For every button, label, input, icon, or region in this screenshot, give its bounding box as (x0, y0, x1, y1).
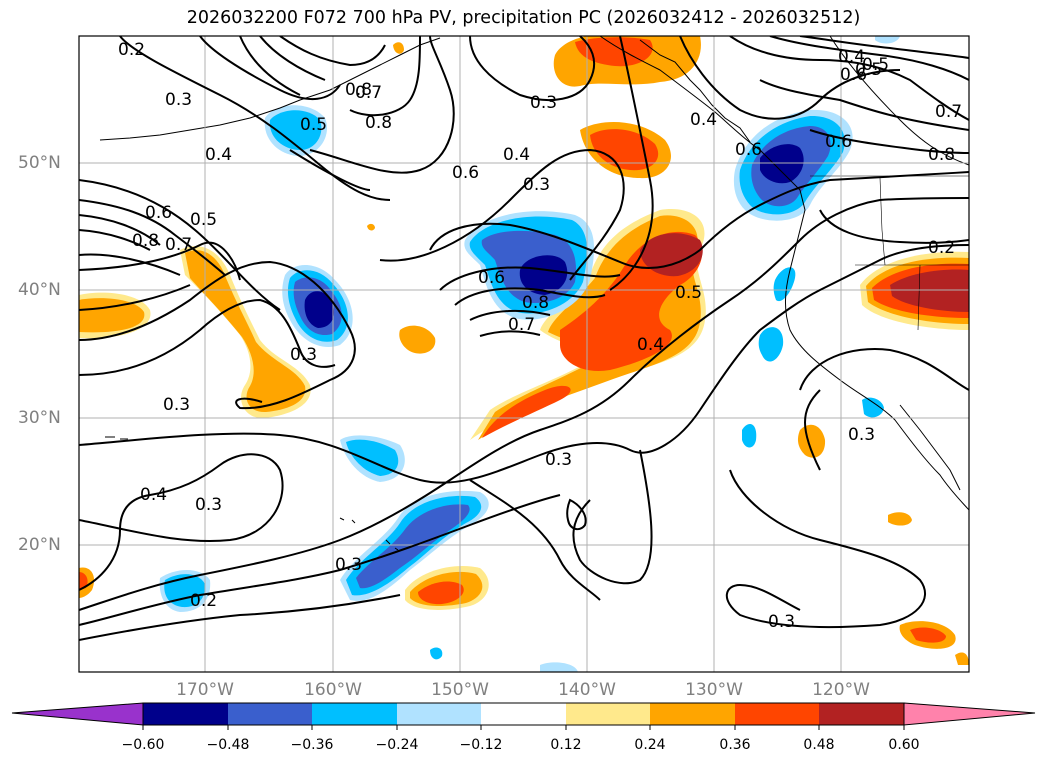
lon-label-170w: 170°W (176, 680, 234, 700)
contour-label: 0.8 (928, 145, 955, 165)
contour-label: 0.3 (768, 612, 795, 632)
contour-label: 0.2 (190, 591, 217, 611)
contour-label: 0.5 (862, 55, 889, 75)
contour-label: 0.5 (675, 283, 702, 303)
colorbar-tick-label: 0.12 (550, 737, 582, 753)
contour-label: 0.6 (840, 65, 867, 85)
colorbar-tick-label: −0.12 (459, 737, 503, 753)
contour-label: 0.2 (118, 40, 145, 60)
lat-label-40n: 40°N (18, 280, 61, 300)
map-frame (78, 35, 970, 673)
colorbar-segment (650, 703, 735, 725)
colorbar-segment (143, 703, 228, 725)
contour-label: 0.8 (132, 231, 159, 251)
lon-label-130w: 130°W (685, 680, 743, 700)
contour-label: 0.6 (825, 132, 852, 152)
colorbar-tick-label: −0.60 (121, 737, 165, 753)
colorbar-tick-label: 0.24 (634, 737, 666, 753)
contour-label: 0.8 (345, 80, 372, 100)
colorbar-tick-label: −0.24 (375, 737, 419, 753)
lat-label-30n: 30°N (18, 408, 61, 428)
colorbar (11, 702, 1036, 730)
contour-label: 0.3 (290, 345, 317, 365)
coastlines (99, 36, 969, 551)
lon-label-140w: 140°W (558, 680, 616, 700)
colorbar-segment (566, 703, 650, 725)
contour-label: 0.2 (928, 238, 955, 258)
contour-label: 0.4 (503, 145, 530, 165)
contour-label: 0.3 (530, 93, 557, 113)
contour-label: 0.4 (205, 145, 232, 165)
contour-label: 0.4 (140, 485, 167, 505)
contour-label: 0.4 (690, 110, 717, 130)
colorbar-tick-label: −0.36 (290, 737, 334, 753)
colorbar-tick-label: 0.36 (719, 737, 751, 753)
colorbar-extend-low (11, 702, 144, 726)
contour-label: 0.6 (145, 203, 172, 223)
contour-labels: 0.2 0.3 0.4 0.5 0.6 0.7 0.8 0.6 0.4 0.3 … (118, 40, 962, 632)
colorbar-tick-label: −0.48 (206, 737, 250, 753)
contour-label: 0.5 (300, 115, 327, 135)
colorbar-tick-label: 0.60 (888, 737, 920, 753)
contour-label: 0.3 (545, 450, 572, 470)
contour-label: 0.3 (848, 425, 875, 445)
colorbar-extend-high (903, 702, 1036, 726)
contour-label: 0.3 (163, 395, 190, 415)
colorbar-segment (735, 703, 819, 725)
contour-label: 0.3 (335, 555, 362, 575)
contour-label: 0.4 (637, 335, 664, 355)
contour-label: 0.6 (735, 140, 762, 160)
colorbar-segment (228, 703, 312, 725)
contour-label: 0.3 (523, 175, 550, 195)
lon-label-120w: 120°W (812, 680, 870, 700)
contour-label: 0.6 (478, 268, 505, 288)
contour-label: 0.4 (838, 47, 865, 67)
contour-label: 0.3 (195, 495, 222, 515)
lon-label-160w: 160°W (304, 680, 362, 700)
colorbar-tick-label: 0.48 (803, 737, 835, 753)
lat-label-20n: 20°N (18, 535, 61, 555)
lat-label-50n: 50°N (18, 153, 61, 173)
lon-label-150w: 150°W (431, 680, 489, 700)
colorbar-segment (481, 703, 566, 725)
contour-label: 0.6 (452, 163, 479, 183)
colorbar-segment (397, 703, 481, 725)
map-title: 2026032200 F072 700 hPa PV, precipitatio… (186, 8, 861, 28)
contour-label: 0.7 (935, 102, 962, 122)
contour-label: 0.8 (522, 293, 549, 313)
contour-label: 0.7 (355, 83, 382, 103)
colorbar-segment (312, 703, 397, 725)
contour-label: 0.7 (165, 235, 192, 255)
contour-label: 0.3 (165, 90, 192, 110)
contour-label: 0.5 (855, 60, 882, 80)
colorbar-segment (819, 703, 904, 725)
pv-contours (79, 36, 969, 641)
contour-label: 0.7 (508, 315, 535, 335)
contour-label: 0.8 (365, 113, 392, 133)
contour-label: 0.5 (190, 210, 217, 230)
